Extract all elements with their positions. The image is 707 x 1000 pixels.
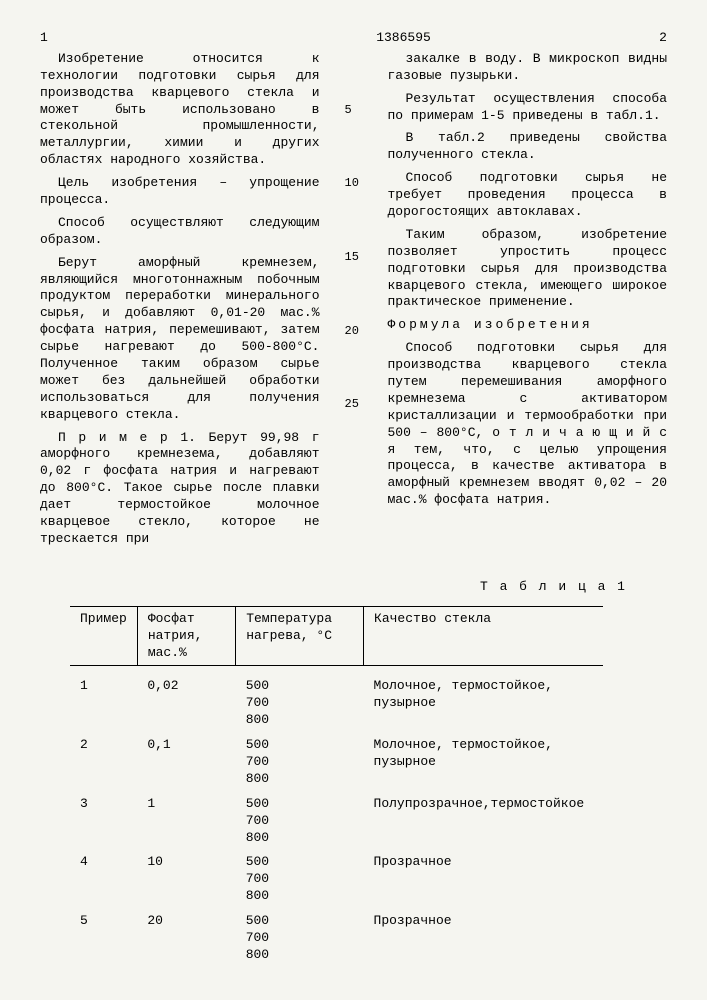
paragraph: В табл.2 приведены свойства полученного … [388, 130, 668, 164]
table-title: Т а б л и ц а 1 [40, 579, 627, 596]
cell-phosphate: 10 [137, 850, 235, 909]
paragraph: закалке в воду. В микроскоп видны газовы… [388, 51, 668, 85]
paragraph: Цель изобретения – упрощение процесса. [40, 175, 320, 209]
th-temp: Температура нагрева, °С [236, 606, 364, 666]
table-row: 10,02500700800Молочное, термостойкое, пу… [70, 666, 603, 733]
page-number-left: 1 [40, 30, 48, 47]
right-column: закалке в воду. В микроскоп видны газовы… [388, 51, 668, 554]
paragraph: П р и м е р 1. Берут 99,98 г аморфного к… [40, 430, 320, 548]
th-phosphate: Фосфат натрия, мас.% [137, 606, 235, 666]
cell-quality: Прозрачное [364, 850, 603, 909]
paragraph: Способ подготовки сырья для производства… [388, 340, 668, 509]
line-num: 20 [345, 324, 363, 340]
cell-example: 4 [70, 850, 137, 909]
cell-quality: Полупрозрачное,термостойкое [364, 792, 603, 851]
line-num: 5 [345, 103, 363, 119]
page-number-right: 2 [659, 30, 667, 47]
cell-temp: 500700800 [236, 666, 364, 733]
table-row: 410500700800Прозрачное [70, 850, 603, 909]
cell-temp: 500700800 [236, 909, 364, 968]
table-row: 520500700800Прозрачное [70, 909, 603, 968]
cell-quality: Прозрачное [364, 909, 603, 968]
table-row: 20,1500700800Молочное, термостойкое, пуз… [70, 733, 603, 792]
paragraph: Способ осуществляют следующим образом. [40, 215, 320, 249]
line-num: 15 [345, 250, 363, 266]
cell-temp: 500700800 [236, 792, 364, 851]
cell-phosphate: 0,1 [137, 733, 235, 792]
cell-example: 5 [70, 909, 137, 968]
data-table: Пример Фосфат натрия, мас.% Температура … [70, 606, 603, 968]
line-num: 25 [345, 397, 363, 413]
cell-phosphate: 1 [137, 792, 235, 851]
paragraph: Способ подготовки сырья не требует прове… [388, 170, 668, 221]
cell-quality: Молочное, термостойкое, пузырное [364, 733, 603, 792]
cell-temp: 500700800 [236, 850, 364, 909]
line-numbers: 5 10 15 20 25 [345, 51, 363, 554]
formula-title: Формула изобретения [388, 317, 668, 334]
th-quality: Качество стекла [364, 606, 603, 666]
cell-example: 2 [70, 733, 137, 792]
paragraph: Берут аморфный кремнезем, являющийся мно… [40, 255, 320, 424]
left-column: Изобретение относится к технологии подго… [40, 51, 320, 554]
doc-number: 1386595 [376, 30, 431, 47]
cell-temp: 500700800 [236, 733, 364, 792]
th-example: Пример [70, 606, 137, 666]
table-row: 31500700800Полупрозрачное,термостойкое [70, 792, 603, 851]
line-num: 10 [345, 176, 363, 192]
text-columns: Изобретение относится к технологии подго… [40, 51, 667, 554]
cell-phosphate: 20 [137, 909, 235, 968]
cell-phosphate: 0,02 [137, 666, 235, 733]
table-header-row: Пример Фосфат натрия, мас.% Температура … [70, 606, 603, 666]
paragraph: Таким образом, изобретение позволяет упр… [388, 227, 668, 311]
cell-example: 3 [70, 792, 137, 851]
table-body: 10,02500700800Молочное, термостойкое, пу… [70, 666, 603, 968]
paragraph: Изобретение относится к технологии подго… [40, 51, 320, 169]
paragraph: Результат осуществления способа по приме… [388, 91, 668, 125]
cell-example: 1 [70, 666, 137, 733]
cell-quality: Молочное, термостойкое, пузырное [364, 666, 603, 733]
